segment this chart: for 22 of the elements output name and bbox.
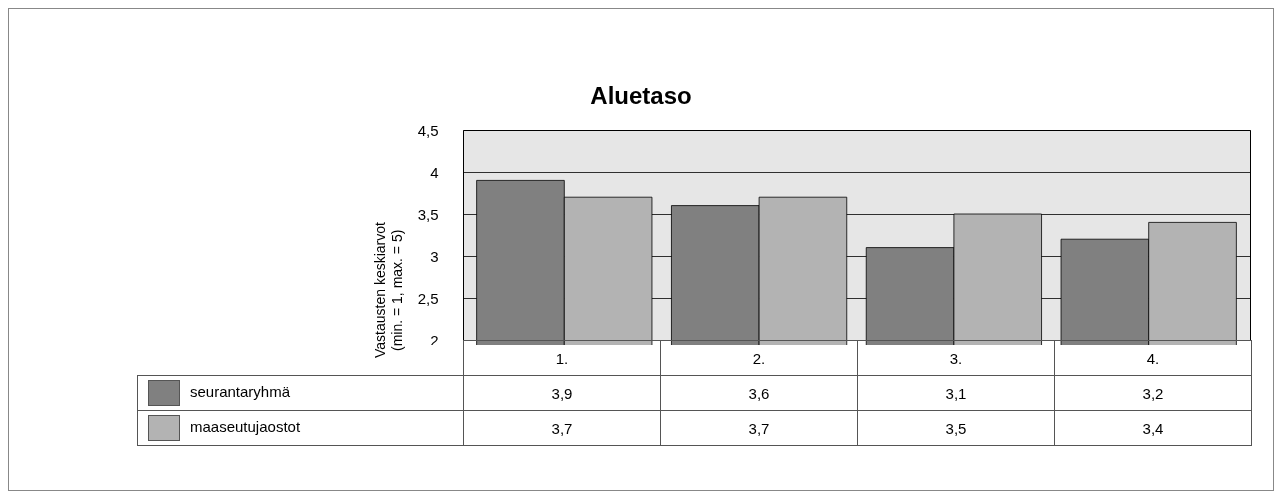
- legend-label: seurantaryhmä: [137, 375, 464, 411]
- data-label: 3,1: [857, 375, 1055, 411]
- x-tick-label: 1.: [463, 340, 661, 376]
- legend-label: maaseutujaostot: [137, 410, 464, 446]
- y-tick-label: 3: [430, 247, 439, 265]
- data-label: 3,9: [463, 375, 661, 411]
- y-tick-label: 2: [430, 331, 439, 349]
- data-label: 3,7: [660, 410, 858, 446]
- data-label: 3,4: [1054, 410, 1252, 446]
- data-label: 3,7: [463, 410, 661, 446]
- y-tick-label: 4,5: [417, 121, 439, 139]
- x-tick-label: 3.: [857, 340, 1055, 376]
- x-tick-label: 4.: [1054, 340, 1252, 376]
- data-label: 3,5: [857, 410, 1055, 446]
- data-label: 3,6: [660, 375, 858, 411]
- x-tick-label: 2.: [660, 340, 858, 376]
- y-tick-label: 4: [430, 163, 439, 181]
- y-axis-title: Vastausten keskiarvot (min. = 1, max. = 5): [372, 221, 406, 360]
- data-label: 3,2: [1054, 375, 1252, 411]
- y-tick-label: 3,5: [417, 205, 439, 223]
- chart-title: Aluetaso: [589, 82, 693, 110]
- y-tick-label: 2,5: [417, 289, 439, 307]
